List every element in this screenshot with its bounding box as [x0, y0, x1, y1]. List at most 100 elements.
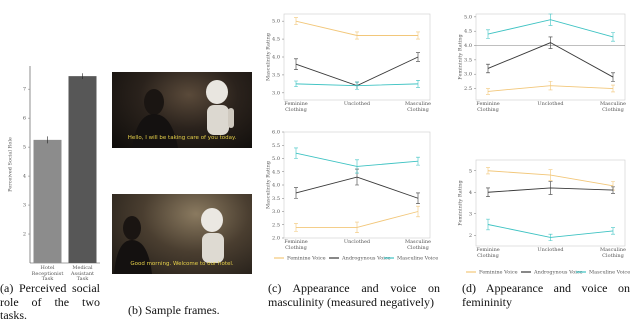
y-tick-label: 7	[23, 87, 26, 93]
error-bar	[355, 81, 359, 90]
y-axis-label: Masculinity Rating	[266, 32, 272, 81]
frame-scene	[114, 208, 224, 274]
plot-frame	[475, 159, 626, 247]
error-bar	[294, 223, 298, 232]
y-axis-label: Perceived Social Role	[8, 137, 14, 192]
x-tick-label: Masculine Clothing	[599, 101, 627, 113]
y-tick-label: 3	[469, 211, 472, 217]
error-bar	[294, 187, 298, 199]
robot-head	[201, 208, 223, 232]
error-bar	[548, 181, 553, 195]
y-tick-label: 3.5	[272, 196, 280, 202]
series-line	[295, 56, 419, 87]
robot-body	[202, 233, 224, 263]
y-axis-label: Femininity Rating	[458, 179, 464, 225]
bar	[68, 76, 97, 263]
y-tick-label: 3	[23, 203, 26, 209]
error-bar	[486, 187, 490, 197]
y-tick-label: 4	[23, 174, 26, 180]
person-head	[123, 216, 141, 240]
x-tick-label: Unclothed	[343, 239, 371, 245]
y-tick-label: 2	[23, 232, 26, 238]
error-bar	[416, 156, 420, 166]
error-bar	[611, 32, 615, 42]
y-tick-label: 5.5	[272, 143, 280, 149]
error-bar	[294, 80, 298, 88]
legend-label: Masculine Voice	[397, 256, 438, 262]
y-tick-label: 4	[469, 190, 472, 196]
y-tick-label: 3.0	[272, 209, 280, 215]
robot-body	[207, 105, 229, 135]
x-tick-label: Unclothed	[343, 101, 371, 107]
error-bar	[355, 221, 359, 233]
error-bar	[611, 186, 615, 194]
error-bar	[486, 29, 490, 39]
person-body	[114, 240, 152, 274]
y-tick-label: 3.0	[464, 72, 472, 78]
error-bar	[416, 192, 420, 204]
y-tick-label: 2	[469, 233, 472, 239]
error-bar	[548, 36, 553, 49]
error-bar	[548, 233, 553, 241]
bar	[33, 139, 62, 263]
y-tick-label: 2.5	[464, 86, 472, 92]
error-bar	[486, 88, 490, 95]
error-bar	[294, 58, 298, 70]
legend-label: Feminine Voice	[287, 256, 326, 262]
error-bar	[355, 31, 359, 40]
y-axis-label: Femininity Rating	[458, 33, 464, 79]
y-tick-label: 4.0	[464, 43, 472, 49]
x-tick-label: Unclothed	[537, 101, 564, 107]
y-tick-label: 2.0	[272, 236, 280, 242]
video-frame: Hello, I will be taking care of you toda…	[112, 72, 252, 148]
caption: (a) Perceived social role of the two tas…	[0, 281, 100, 320]
caption: (c) Appearance and voice on masculinity …	[268, 281, 440, 309]
y-tick-label: 5	[23, 145, 26, 151]
error-bar	[355, 159, 359, 174]
error-bar	[486, 218, 490, 231]
error-bar	[486, 63, 490, 74]
x-tick-label: Feminine Clothing	[284, 101, 308, 113]
y-tick-label: 3.5	[272, 72, 280, 78]
error-bar	[611, 227, 615, 235]
error-bar	[294, 17, 298, 26]
y-tick-label: 3.5	[464, 57, 472, 63]
x-tick-label: Masculine Clothing	[404, 239, 432, 251]
frame-scene	[132, 80, 234, 148]
y-tick-label: 4.0	[272, 55, 280, 61]
y-tick-label: 6	[23, 116, 26, 122]
person-body	[132, 114, 178, 148]
y-tick-label: 5	[469, 168, 472, 174]
x-tick-label: Feminine Clothing	[284, 239, 308, 251]
error-bar	[294, 147, 298, 159]
x-tick-label: Unclothed	[537, 247, 564, 253]
error-bar	[611, 84, 615, 93]
error-bar	[416, 52, 420, 62]
robot-head	[206, 80, 228, 104]
error-bar	[548, 81, 553, 91]
caption: (d) Appearance and voice on femininity	[462, 281, 630, 309]
person-head	[144, 89, 164, 115]
y-tick-label: 2.5	[272, 222, 280, 228]
video-frame: Good morning. Welcome to our hotel.	[112, 194, 252, 274]
legend-label: Androgynous Voice	[341, 256, 391, 262]
y-tick-label: 4.0	[272, 183, 280, 189]
x-tick-label: Feminine Clothing	[476, 101, 500, 113]
x-tick-label: Feminine Clothing	[476, 247, 500, 259]
y-tick-label: 4.5	[464, 29, 472, 35]
x-tick-label: Medical Assistant Task	[70, 265, 95, 282]
subtitle: Good morning. Welcome to our hotel.	[130, 261, 234, 267]
y-tick-label: 5.0	[464, 14, 472, 20]
y-tick-label: 5.0	[272, 19, 280, 25]
error-bar	[416, 205, 420, 218]
y-tick-label: 5.0	[272, 156, 280, 162]
error-bar	[548, 169, 553, 181]
y-axis-label: Masculinity Rating	[266, 160, 272, 209]
error-bar	[548, 13, 553, 26]
x-tick-label: Hotel Receptionist Task	[31, 265, 64, 282]
x-tick-label: Masculine Clothing	[404, 101, 432, 113]
y-tick-label: 6.0	[272, 130, 280, 136]
legend-label: Androgynous Voice	[533, 270, 583, 276]
